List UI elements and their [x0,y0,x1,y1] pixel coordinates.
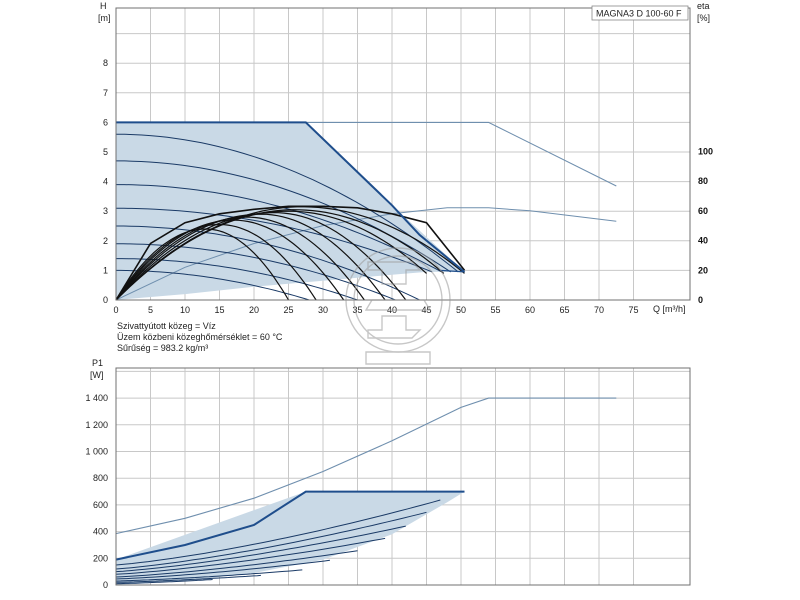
power-y-tick-label: 200 [93,553,108,563]
power-y-tick-label: 800 [93,473,108,483]
head-x-tick-label: 70 [594,305,604,315]
power-curve [115,550,358,578]
chart-title: MAGNA3 D 100-60 F [596,9,682,19]
eta-y-tick-label: 80 [698,176,708,186]
head-x-tick-label: 0 [113,305,118,315]
power-max-extended-curve [115,397,617,535]
eta-y-tick-label: 0 [698,295,703,305]
head-max-extended-curve [305,121,617,187]
head-y-tick-label: 3 [103,206,108,216]
title-box [591,5,689,21]
head-y-tick-label: 2 [103,236,108,246]
head-x-tick-label: 55 [490,305,500,315]
power-axis-label: P1 [92,358,103,368]
head-x-tick-label: 75 [628,305,638,315]
power-y-tick-label: 0 [103,580,108,590]
efficiency-curve [115,219,345,301]
power-max-curve [115,490,465,561]
head-y-tick-label: 8 [103,58,108,68]
watermark-logo [345,247,451,365]
head-tail-curve [440,269,465,273]
head-axis-label: H [100,1,107,11]
eta-axis-label: eta [697,1,710,11]
head-x-tick-label: 5 [148,305,153,315]
power-curve [115,537,386,575]
eta-y-tick-label: 40 [698,236,708,246]
power-y-tick-label: 1 400 [85,393,108,403]
efficiency-curve [115,228,290,301]
head-x-tick-label: 30 [318,305,328,315]
power-y-tick-label: 1 200 [85,420,108,430]
power-curve [115,559,330,580]
head-chart-content [115,121,617,301]
power-curve [115,569,303,582]
eta-y-tick-label: 60 [698,206,708,216]
eta-y-tick-label: 20 [698,265,708,275]
head-y-tick-label: 6 [103,117,108,127]
efficiency-curve [115,210,427,301]
note-temperature: Üzem közbeni közeghőmérséklet = 60 °C [117,332,283,342]
head-x-tick-label: 15 [214,305,224,315]
head-x-tick-label: 35 [352,305,362,315]
power-curve [116,574,261,583]
efficiency-curve [115,223,317,301]
power-curve [115,525,406,573]
head-x-tick-label: 50 [456,305,466,315]
note-medium: Szivattyútott közeg = Víz [117,321,216,331]
head-x-tick-label: 65 [559,305,569,315]
head-x-tick-label: 10 [180,305,190,315]
head-y-tick-label: 4 [103,177,108,187]
head-max-curve [116,121,466,273]
power-curve [115,499,441,566]
head-y-tick-label: 0 [103,295,108,305]
flow-axis-label: Q [m³/h] [653,304,686,314]
head-curve [115,207,433,273]
head-x-tick-label: 60 [525,305,535,315]
head-y-tick-label: 5 [103,147,108,157]
power-chart-frame [115,367,691,586]
power-axis-unit: [W] [90,370,104,380]
head-y-tick-label: 1 [103,265,108,275]
power-operating-envelope [116,491,465,585]
power-curve [115,511,427,570]
power-y-tick-label: 1 000 [85,447,108,457]
eta-y-tick-label: 100 [698,146,713,156]
note-density: Sűrűség = 983.2 kg/m³ [117,343,208,353]
head-curve [115,133,459,273]
head-x-tick-label: 25 [283,305,293,315]
efficiency-curve [115,212,407,301]
head-y-tick-label: 7 [103,88,108,98]
power-y-tick-label: 600 [93,500,108,510]
efficiency-curve [115,213,386,301]
eta-axis-unit: [%] [697,13,710,23]
power-y-tick-label: 400 [93,527,108,537]
head-curve [116,225,420,301]
head-x-tick-label: 20 [249,305,259,315]
head-axis-unit: [m] [98,13,111,23]
power-curve [115,579,213,585]
efficiency-curve [115,216,365,301]
power-chart-content [115,397,617,585]
